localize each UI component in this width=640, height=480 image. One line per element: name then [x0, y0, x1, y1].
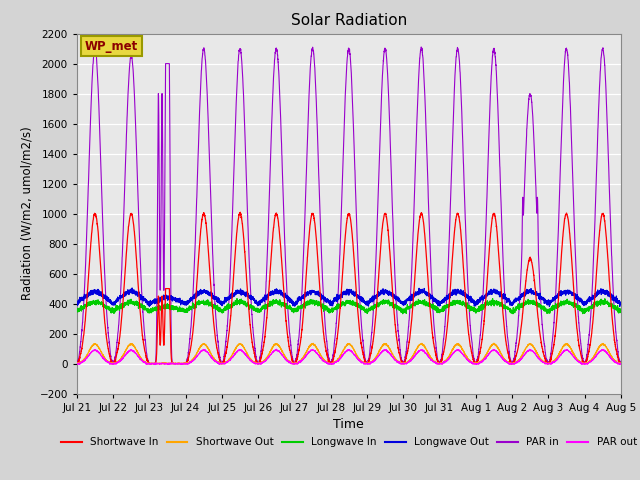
Y-axis label: Radiation (W/m2, umol/m2/s): Radiation (W/m2, umol/m2/s): [21, 127, 34, 300]
Legend: Shortwave In, Shortwave Out, Longwave In, Longwave Out, PAR in, PAR out: Shortwave In, Shortwave Out, Longwave In…: [56, 433, 640, 451]
Title: Solar Radiation: Solar Radiation: [291, 13, 407, 28]
Text: WP_met: WP_met: [85, 40, 138, 53]
X-axis label: Time: Time: [333, 418, 364, 431]
